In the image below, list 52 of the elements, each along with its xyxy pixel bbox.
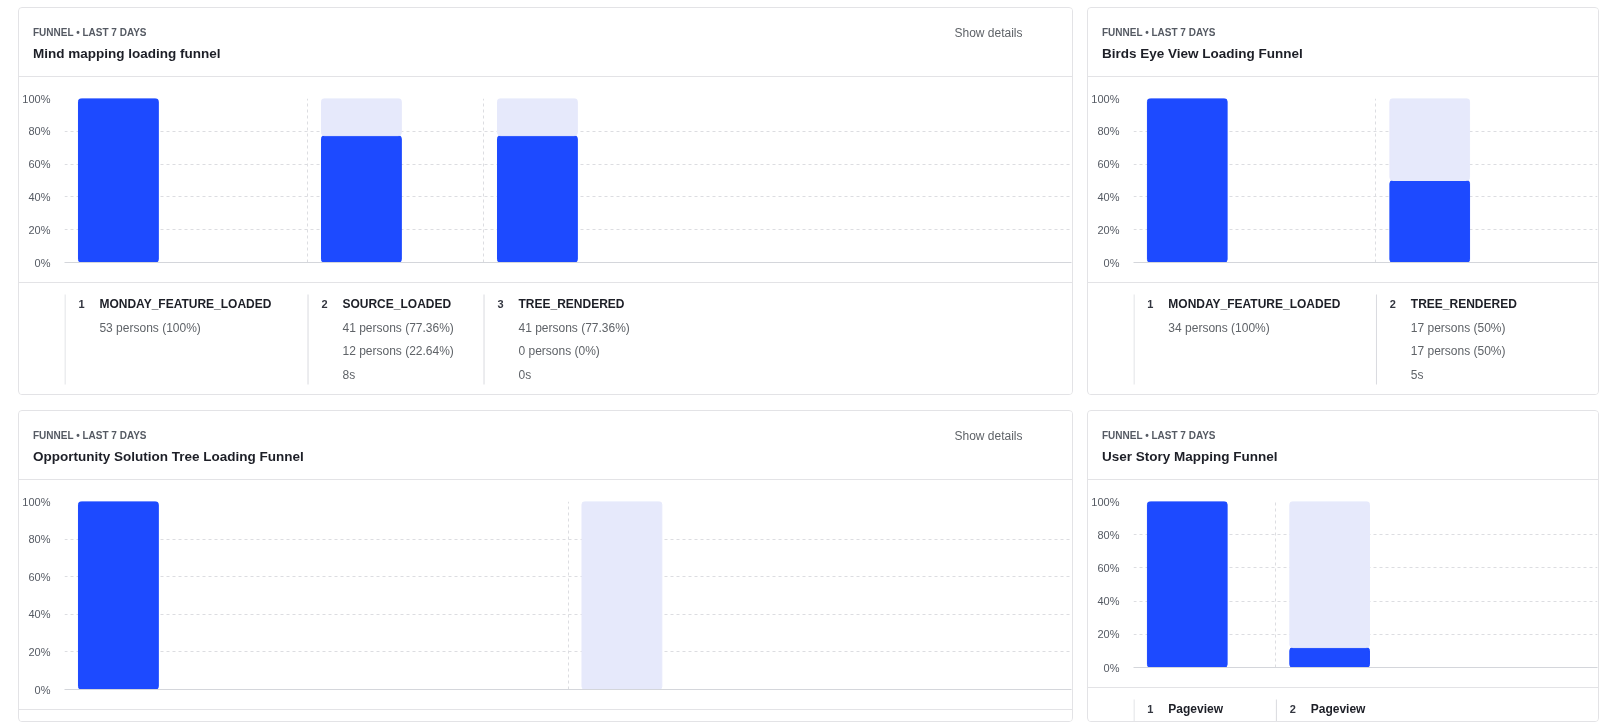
chart-subtitle: FUNNEL • LAST 7 DAYS xyxy=(33,429,147,441)
chart-title: Birds Eye View Loading Funnel xyxy=(1102,45,1303,61)
y-tick-label: 60% xyxy=(1097,158,1120,171)
text: 0 persons (0%) xyxy=(518,344,600,358)
y-tick-label: 80% xyxy=(28,533,51,546)
text: 0s xyxy=(518,367,532,382)
data-label: 41 persons (77.36%) xyxy=(342,320,454,335)
text: 12 persons (22.64%) xyxy=(342,344,454,358)
chart-title: Mind mapping loading funnel xyxy=(33,45,221,61)
category-label: 2 TREE_RENDERED xyxy=(1389,296,1517,311)
data-label: 34 persons (100%) xyxy=(1168,320,1270,335)
y-tick-label: 0% xyxy=(1103,661,1120,674)
category-label: 3 TREE_RENDERED xyxy=(497,296,625,311)
y-tick-label: 20% xyxy=(28,645,51,658)
y-tick-label: 80% xyxy=(1097,125,1120,138)
data-label: 53 persons (100%) xyxy=(99,320,201,335)
y-tick-label: 60% xyxy=(1097,561,1120,574)
y-tick-label: 20% xyxy=(28,223,51,236)
y-tick-label: 40% xyxy=(28,190,51,203)
y-tick-label: 40% xyxy=(1097,190,1120,203)
y-tick-label: 80% xyxy=(28,125,51,138)
chart-subtitle: FUNNEL • LAST 7 DAYS xyxy=(1102,429,1216,441)
category-label: 2 SOURCE_LOADED xyxy=(321,296,452,311)
category-label: 1 Pageview xyxy=(1147,701,1224,716)
chart-title: User Story Mapping Funnel xyxy=(1102,448,1278,464)
y-tick-label: 40% xyxy=(1097,595,1120,608)
text: Show details xyxy=(954,25,1023,40)
text: 8s xyxy=(342,367,356,382)
y-tick-label: 20% xyxy=(1097,628,1120,641)
y-tick-label: 100% xyxy=(1091,495,1120,508)
y-tick-label: 60% xyxy=(28,570,51,583)
chart-title: Opportunity Solution Tree Loading Funnel xyxy=(33,448,304,464)
text: 17 persons (50%) xyxy=(1410,344,1506,358)
y-tick-label: 40% xyxy=(28,608,51,621)
category-label: 1 MONDAY_FEATURE_LOADED xyxy=(1147,296,1341,311)
chart-subtitle: FUNNEL • LAST 7 DAYS xyxy=(33,26,147,38)
y-tick-label: 0% xyxy=(34,683,51,696)
data-label: 17 persons (50%) xyxy=(1410,320,1506,335)
y-tick-label: 100% xyxy=(22,495,51,508)
data-label: 41 persons (77.36%) xyxy=(518,320,630,335)
y-tick-label: 0% xyxy=(34,256,51,269)
y-tick-label: 20% xyxy=(1097,223,1120,236)
text: Show details xyxy=(954,428,1023,443)
y-tick-label: 80% xyxy=(1097,528,1120,541)
y-tick-label: 0% xyxy=(1103,256,1120,269)
y-tick-label: 100% xyxy=(1091,92,1120,105)
y-tick-label: 60% xyxy=(28,158,51,171)
y-tick-label: 100% xyxy=(22,92,51,105)
chart-subtitle: FUNNEL • LAST 7 DAYS xyxy=(1102,26,1216,38)
category-label: 1 MONDAY_FEATURE_LOADED xyxy=(78,296,272,311)
category-label: 2 Pageview xyxy=(1289,701,1366,716)
text: 5s xyxy=(1410,367,1424,382)
